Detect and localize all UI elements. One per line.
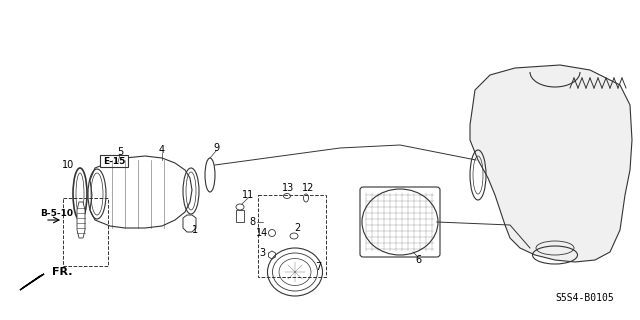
Text: 8: 8 — [249, 217, 255, 227]
Polygon shape — [269, 251, 275, 259]
Polygon shape — [183, 215, 196, 232]
Text: 7: 7 — [315, 262, 321, 272]
Polygon shape — [20, 274, 44, 290]
FancyBboxPatch shape — [360, 187, 440, 257]
Text: E-15: E-15 — [103, 156, 125, 165]
Polygon shape — [470, 65, 632, 262]
Text: 10: 10 — [62, 160, 74, 170]
Polygon shape — [77, 202, 85, 238]
Text: 13: 13 — [282, 183, 294, 193]
Text: FR.: FR. — [52, 267, 72, 277]
Text: 2: 2 — [294, 223, 300, 233]
Bar — [236, 210, 244, 222]
Text: 9: 9 — [213, 143, 219, 153]
Text: 12: 12 — [302, 183, 314, 193]
Text: 1: 1 — [192, 225, 198, 235]
Text: S5S4-B0105: S5S4-B0105 — [555, 293, 614, 303]
FancyBboxPatch shape — [100, 155, 128, 167]
Bar — [77, 215, 83, 223]
Polygon shape — [90, 156, 192, 228]
Text: 5: 5 — [117, 147, 123, 157]
Text: 14: 14 — [256, 228, 268, 238]
Text: 3: 3 — [259, 248, 265, 258]
Text: 4: 4 — [159, 145, 165, 155]
Text: B-5-10: B-5-10 — [40, 209, 74, 218]
Bar — [258, 195, 326, 277]
Text: 6: 6 — [415, 255, 421, 265]
Bar — [63, 198, 108, 266]
Text: 11: 11 — [242, 190, 254, 200]
